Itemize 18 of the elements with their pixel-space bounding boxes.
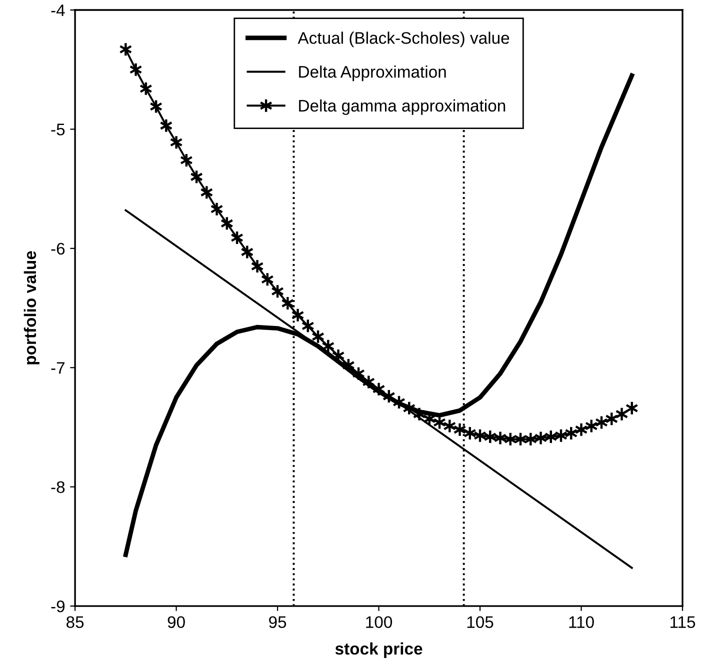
legend-label: Delta Approximation (299, 66, 446, 82)
y-tick-label: -8 (51, 481, 65, 494)
x-tick-label: 95 (269, 616, 286, 628)
x-tick-label: 110 (569, 616, 594, 628)
y-axis-title: portfolio value (24, 251, 40, 364)
y-tick-label: -5 (51, 124, 65, 136)
legend-label: Delta gamma approximation (299, 99, 506, 115)
y-tick-label: -6 (51, 242, 65, 255)
y-tick-label: -4 (51, 4, 65, 16)
x-tick-label: 90 (168, 616, 185, 628)
y-tick-label: -9 (51, 600, 65, 612)
x-tick-label: 115 (670, 616, 696, 628)
x-axis-title: stock price (335, 642, 422, 658)
x-tick-label: 105 (467, 616, 494, 628)
y-tick-label: -7 (51, 362, 64, 374)
x-tick-label: 85 (66, 616, 84, 628)
x-tick-label: 100 (366, 616, 392, 628)
legend-label: Actual (Black-Scholes) value (298, 32, 510, 48)
